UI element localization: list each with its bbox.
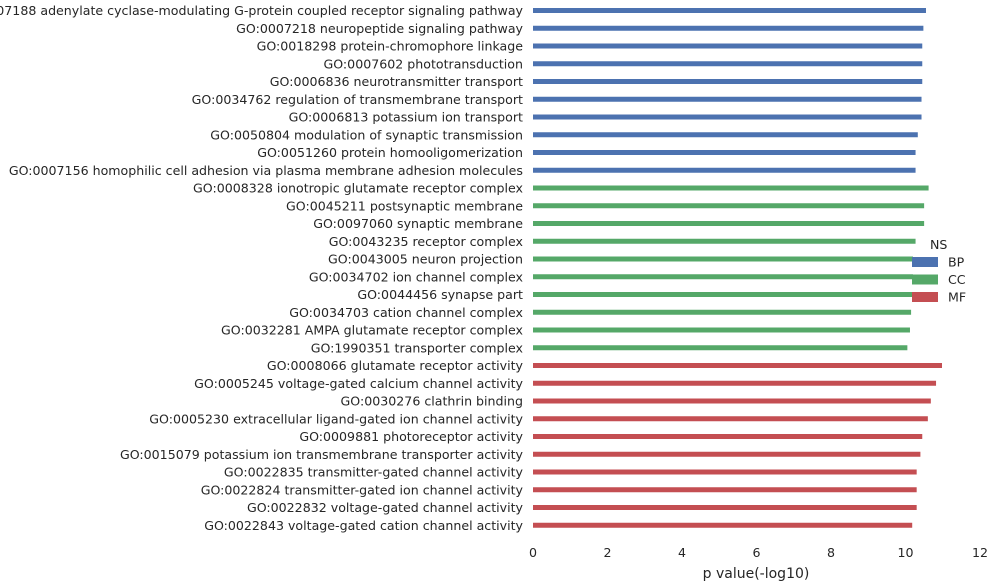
bar-mf	[533, 451, 921, 457]
y-tick-label: GO:0097060 synaptic membrane	[313, 216, 523, 231]
y-tick-label: GO:0018298 protein-chromophore linkage	[257, 39, 524, 54]
bar-bp	[533, 150, 916, 155]
bar-bp	[533, 8, 926, 13]
y-tick-label: GO:0051260 protein homooligomerization	[257, 145, 523, 160]
bar-mf	[533, 522, 913, 528]
bar-cc	[533, 274, 913, 280]
y-tick-label: GO:0007156 homophilic cell adhesion via …	[9, 163, 523, 178]
bar-cc	[533, 256, 913, 262]
y-tick-label: GO:0022832 voltage-gated channel activit…	[247, 500, 524, 515]
bar-bp	[533, 132, 918, 138]
y-tick-label: GO:0007218 neuropeptide signaling pathwa…	[236, 21, 523, 36]
x-tick-label: 12	[972, 545, 988, 560]
bar-bp	[533, 25, 924, 31]
y-tick-label: GO:0022843 voltage-gated cation channel …	[204, 518, 523, 533]
y-tick-label: GO:0045211 postsynaptic membrane	[286, 198, 523, 213]
x-axis: 0 2 4 6 8 10 12	[529, 545, 988, 560]
x-tick-label: 10	[897, 545, 913, 560]
legend-swatch-cc	[912, 274, 938, 285]
y-tick-label: GO:0034703 cation channel complex	[289, 305, 523, 320]
bar-bp	[533, 61, 923, 67]
y-tick-label: GO:0022835 transmitter-gated channel act…	[224, 465, 524, 480]
y-tick-label: GO:0007602 phototransduction	[323, 56, 523, 71]
legend-label-bp: BP	[948, 255, 965, 270]
bar-mf	[533, 380, 937, 386]
bar-cc	[533, 327, 910, 333]
y-tick-label: GO:0015079 potassium ion transmembrane t…	[120, 447, 524, 462]
bar-cc	[533, 221, 925, 226]
y-tick-label: GO:0044456 synapse part	[357, 287, 523, 302]
bar-bp	[533, 167, 916, 173]
bar-mf	[533, 505, 917, 510]
y-tick-label: GO:0006813 potassium ion transport	[289, 110, 523, 125]
x-tick-label: 6	[752, 545, 760, 560]
y-tick-label: GO:0009881 photoreceptor activity	[299, 429, 523, 444]
legend: NS BP CC MF	[912, 237, 966, 305]
legend-title: NS	[930, 237, 947, 252]
bar-mf	[533, 469, 917, 475]
bar-mf	[533, 398, 931, 404]
bar-bp	[533, 79, 923, 84]
y-tick-label: GO:0005245 voltage-gated calcium channel…	[194, 376, 523, 391]
legend-label-mf: MF	[948, 290, 966, 305]
bar-mf	[533, 363, 943, 368]
bar-cc	[533, 345, 908, 351]
legend-swatch-mf	[912, 292, 938, 302]
bar-bp	[533, 43, 923, 49]
y-tick-label: GO:0032281 AMPA glutamate receptor compl…	[221, 323, 524, 338]
y-tick-label: GO:0050804 modulation of synaptic transm…	[210, 127, 523, 142]
y-tick-label: GO:0006836 neurotransmitter transport	[270, 74, 523, 89]
bar-mf	[533, 434, 923, 439]
y-tick-label: GO:0005230 extracellular ligand-gated io…	[149, 411, 523, 426]
x-tick-label: 2	[603, 545, 611, 560]
x-tick-label: 0	[529, 545, 537, 560]
y-tick-label: GO:0008066 glutamate receptor activity	[267, 358, 524, 373]
bar-cc	[533, 203, 925, 209]
y-tick-label: GO:1990351 transporter complex	[311, 340, 524, 355]
legend-label-cc: CC	[948, 272, 966, 287]
y-tick-label: GO:0007188 adenylate cyclase-modulating …	[0, 3, 524, 18]
y-tick-label: GO:0043005 neuron projection	[328, 252, 523, 267]
y-tick-label: GO:0008328 ionotropic glutamate receptor…	[193, 181, 523, 196]
y-tick-label: GO:0043235 receptor complex	[329, 234, 524, 249]
y-axis-labels: GO:0007188 adenylate cyclase-modulating …	[0, 3, 524, 533]
bar-cc	[533, 185, 929, 191]
y-tick-label: GO:0034762 regulation of transmembrane t…	[192, 92, 523, 107]
bar-bp	[533, 96, 922, 102]
bars-layer	[533, 8, 943, 528]
x-tick-label: 8	[827, 545, 835, 560]
x-tick-label: 4	[678, 545, 686, 560]
y-tick-label: GO:0022824 transmitter-gated ion channel…	[201, 482, 524, 497]
bar-mf	[533, 487, 917, 493]
bar-bp	[533, 114, 922, 120]
bar-mf	[533, 416, 928, 422]
y-tick-label: GO:0030276 clathrin binding	[341, 394, 523, 409]
bar-cc	[533, 309, 912, 315]
legend-swatch-bp	[912, 257, 938, 267]
bar-cc	[533, 292, 913, 297]
y-tick-label: GO:0034702 ion channel complex	[309, 269, 524, 284]
bar-cc	[533, 238, 916, 244]
x-axis-label: p value(-log10)	[703, 566, 810, 582]
